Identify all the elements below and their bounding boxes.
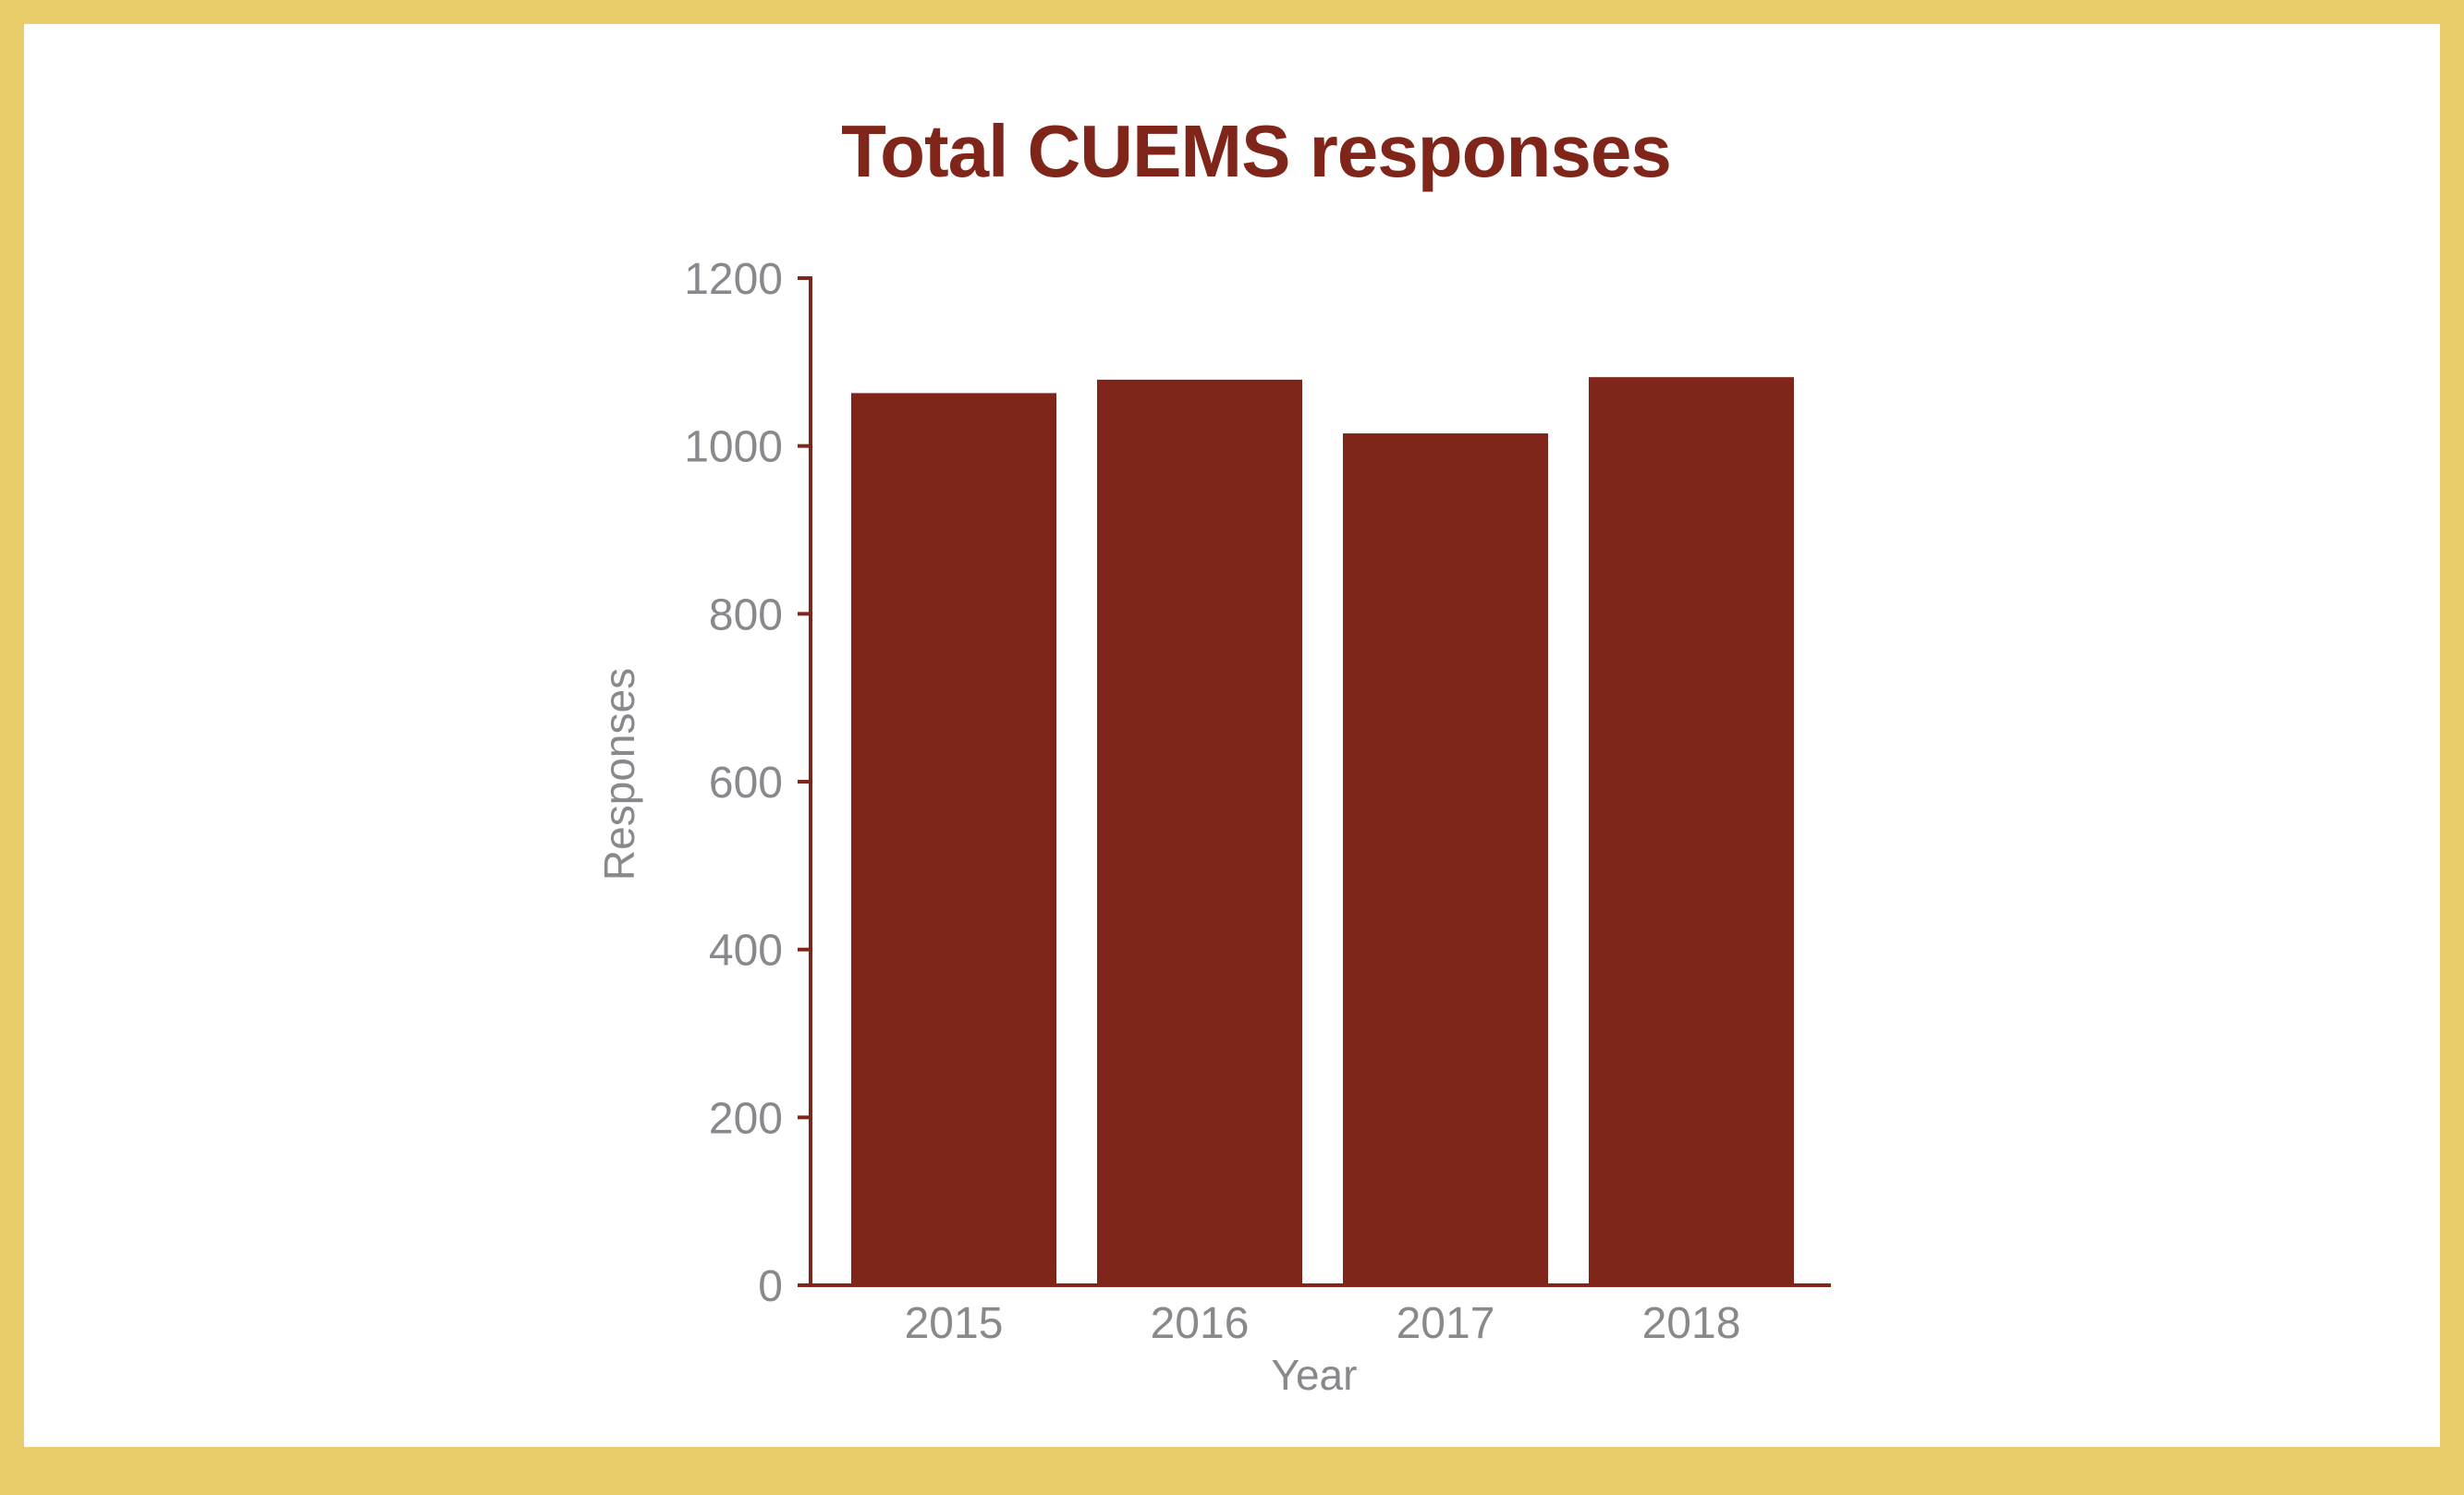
axes-layer <box>798 276 1831 1287</box>
bars-layer <box>851 377 1794 1286</box>
bar-chart: 0 200 400 600 800 1000 1200 2015 2016 2017 2018 Y… <box>595 255 1831 1399</box>
y-tick-label: 800 <box>709 590 783 639</box>
y-tick-labels: 0 200 400 600 800 1000 1200 <box>684 255 783 1311</box>
x-tick-label: 2016 <box>1151 1299 1250 1348</box>
bar-2017 <box>1343 433 1548 1286</box>
bar-2015 <box>851 393 1056 1286</box>
x-tick-labels: 2015 2016 2017 2018 <box>905 1299 1741 1348</box>
y-tick-label: 400 <box>709 927 783 976</box>
y-axis-title: Responses <box>595 668 643 881</box>
y-tick-label: 1200 <box>684 255 783 304</box>
x-tick-label: 2017 <box>1397 1299 1495 1348</box>
y-tick-label: 600 <box>709 759 783 808</box>
x-axis-title: Year <box>1272 1351 1358 1399</box>
x-tick-label: 2015 <box>905 1299 1004 1348</box>
y-tick-label: 1000 <box>684 423 783 472</box>
y-tick-label: 0 <box>758 1262 783 1311</box>
y-tick-label: 200 <box>709 1094 783 1143</box>
chart-title: Total CUEMS responses <box>841 110 1672 192</box>
bar-2018 <box>1589 377 1794 1285</box>
x-tick-label: 2018 <box>1642 1299 1741 1348</box>
bar-2016 <box>1097 379 1302 1285</box>
